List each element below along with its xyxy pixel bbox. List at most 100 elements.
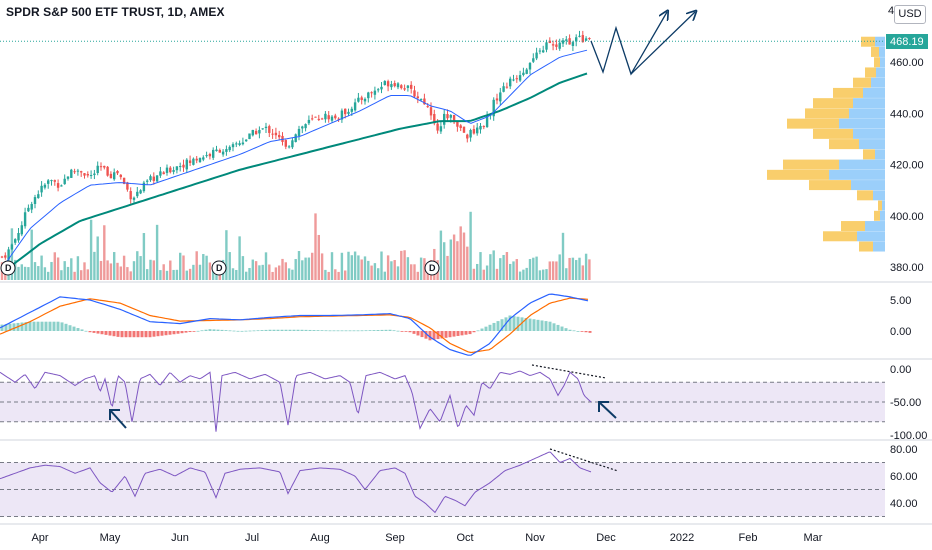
volume-bar: [380, 251, 383, 280]
volume-bar: [575, 260, 578, 280]
candle-body: [377, 89, 380, 91]
volume-bar: [188, 268, 192, 280]
candle-body: [452, 114, 456, 123]
macd-histogram-bar: [52, 321, 56, 331]
candle-body: [50, 180, 53, 182]
volume-profile-bar: [873, 241, 885, 252]
candle-body: [357, 97, 360, 102]
candle-body: [446, 114, 449, 119]
time-axis[interactable]: Apr May Jun Jul Aug Sep Oct Nov Dec 2022 Feb Mar: [31, 532, 822, 544]
volume-bar: [373, 263, 377, 280]
candle-body: [469, 129, 472, 138]
macd-histogram-bar: [588, 331, 592, 333]
time-axis-label: Dec: [596, 532, 616, 544]
volume-bar: [182, 255, 185, 280]
candle-body: [76, 170, 80, 172]
macd-histogram-bar: [244, 330, 248, 332]
macd-histogram-bar: [544, 321, 548, 331]
macd-histogram-bar: [308, 329, 312, 331]
candle-body: [456, 121, 459, 127]
candle-body: [363, 98, 367, 102]
dividend-marker[interactable]: [211, 260, 227, 276]
macd-histogram-bar: [56, 321, 60, 331]
volume-bar: [545, 269, 548, 280]
chart-title: SPDR S&P 500 ETF TRUST, 1D, AMEX: [6, 5, 225, 19]
currency-button[interactable]: USD: [894, 5, 926, 24]
volume-bar: [314, 213, 317, 280]
time-axis-label: Feb: [739, 532, 758, 544]
macd-axis-tick: 0.00: [890, 326, 911, 338]
volume-bar: [469, 211, 472, 280]
volume-bar: [347, 251, 350, 280]
volume-bar: [238, 236, 241, 280]
volume-bar: [327, 271, 330, 280]
macd-histogram-bar: [48, 321, 52, 331]
macd-pane[interactable]: [0, 293, 592, 356]
candle-body: [512, 79, 515, 81]
macd-histogram-bar: [584, 331, 588, 333]
dividend-marker[interactable]: [424, 260, 440, 276]
macd-histogram-bar: [260, 330, 264, 331]
candle-body: [27, 207, 30, 212]
macd-histogram-bar: [452, 331, 456, 337]
macd-histogram-bar: [164, 331, 168, 336]
candle-body: [482, 126, 485, 128]
macd-histogram-bar: [148, 331, 152, 338]
macd-histogram-bar: [540, 320, 544, 331]
volume-bar: [311, 252, 314, 280]
volume-bar: [109, 263, 113, 280]
macd-histogram-bar: [484, 326, 488, 331]
volume-bar: [512, 261, 515, 280]
volume-bar: [413, 264, 416, 280]
rsi-pane[interactable]: [0, 448, 885, 517]
candle-body: [37, 194, 40, 199]
price-axis-tick: 460.00: [890, 57, 924, 69]
volume-profile-bar: [865, 221, 885, 232]
macd-histogram-bar: [152, 331, 156, 337]
projection-path: [590, 12, 667, 76]
macd-histogram-bar: [168, 331, 172, 335]
volume-bar: [225, 230, 228, 280]
volume-bar: [509, 263, 512, 280]
macd-histogram-bar: [400, 331, 404, 332]
volume-bar: [568, 257, 571, 280]
time-axis-label: Apr: [31, 532, 48, 544]
williams-r-pane[interactable]: [0, 364, 885, 432]
volume-bar: [99, 260, 103, 280]
macd-histogram-bar: [516, 316, 520, 331]
candle-body: [30, 203, 33, 210]
macd-histogram-bar: [428, 331, 432, 341]
volume-profile-bar: [813, 128, 853, 139]
macd-histogram-bar: [444, 331, 448, 338]
volume-bar: [116, 262, 119, 280]
dividend-marker[interactable]: [0, 260, 16, 276]
volume-bar: [228, 252, 231, 280]
volume-bar: [337, 271, 340, 280]
volume-bar: [73, 271, 76, 280]
candle-body: [479, 125, 482, 130]
volume-bar: [159, 270, 162, 280]
volume-bar: [248, 267, 251, 280]
volume-profile-bar: [849, 108, 885, 119]
candle-body: [314, 116, 317, 118]
macd-histogram-bar: [436, 331, 440, 340]
candle-body: [522, 72, 525, 76]
macd-histogram-bar: [96, 331, 100, 334]
macd-histogram-bar: [176, 331, 180, 334]
macd-histogram-bar: [488, 324, 492, 331]
candle-body: [535, 52, 538, 59]
candle-body: [466, 134, 469, 139]
volume-bar: [410, 264, 413, 280]
candle-body: [202, 157, 205, 160]
price-axis[interactable]: 380.00 400.00 420.00 440.00 460.00 0.00 5.00 0.…: [890, 57, 927, 510]
candle-body: [268, 126, 271, 133]
volume-bar: [152, 260, 155, 280]
price-pane-bg: [0, 0, 885, 282]
volume-bar: [558, 254, 561, 280]
candle-body: [334, 115, 337, 119]
macd-histogram-bar: [364, 330, 368, 332]
candle-body: [165, 167, 169, 173]
volume-bar: [446, 255, 449, 280]
